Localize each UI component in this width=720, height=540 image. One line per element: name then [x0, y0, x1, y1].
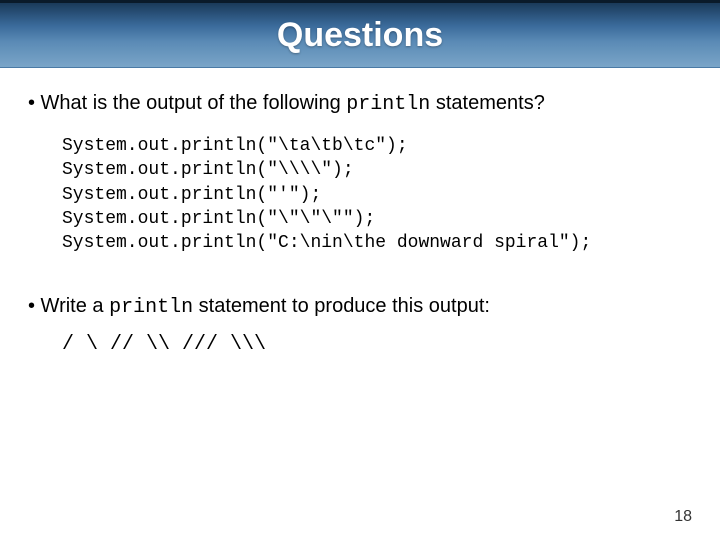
code-line-0: System.out.println("\ta\tb\tc");: [62, 136, 408, 156]
q1-code-word: println: [346, 93, 430, 116]
question2-prompt: • Write a println statement to produce t…: [28, 295, 700, 319]
q1-prefix: • What is the output of the following: [28, 92, 346, 114]
q2-code-word: println: [109, 296, 193, 319]
code-line-4: System.out.println("C:\nin\the downward …: [62, 233, 591, 253]
q1-suffix: statements?: [430, 92, 545, 114]
q2-output: / \ // \\ /// \\\: [62, 333, 700, 356]
code-line-3: System.out.println("\"\"\"");: [62, 209, 375, 229]
q2-suffix: statement to produce this output:: [193, 295, 490, 317]
q2-prefix: • Write a: [28, 295, 109, 317]
code-line-1: System.out.println("\\\\");: [62, 160, 354, 180]
question1-prompt: • What is the output of the following pr…: [28, 92, 700, 116]
code-line-2: System.out.println("'");: [62, 185, 321, 205]
q1-code-block: System.out.println("\ta\tb\tc"); System.…: [62, 134, 700, 255]
slide-title: Questions: [277, 16, 443, 55]
page-number: 18: [674, 508, 692, 526]
slide-content: • What is the output of the following pr…: [0, 68, 720, 356]
title-bar: Questions: [0, 0, 720, 68]
